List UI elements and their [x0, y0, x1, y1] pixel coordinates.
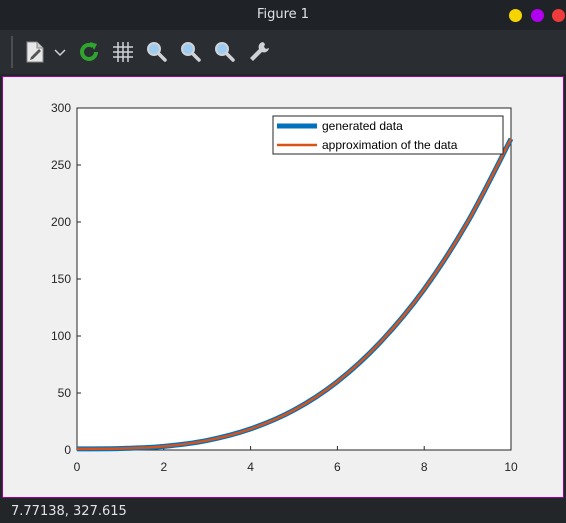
zoom-in-icon[interactable] [144, 39, 170, 65]
x-tick-label: 4 [247, 460, 254, 474]
x-tick-label: 8 [421, 460, 428, 474]
toolbar-separator [11, 36, 13, 68]
grid-icon[interactable] [110, 39, 136, 65]
window-title: Figure 1 [256, 7, 310, 22]
zoom-out-icon[interactable] [178, 39, 204, 65]
plot-area [76, 107, 512, 451]
settings-wrench-icon[interactable] [246, 39, 272, 65]
y-tick-label: 200 [51, 215, 71, 229]
close-button[interactable] [552, 9, 565, 22]
figure-canvas[interactable]: 0 2 4 6 8 10 0 50 100 150 200 250 300 generated data a… [2, 76, 564, 498]
legend-box [272, 115, 504, 155]
maximize-button[interactable] [531, 9, 544, 22]
status-bar: 7.77138, 327.615 [0, 500, 566, 523]
y-tick-label: 300 [51, 101, 71, 115]
y-tick-label: 100 [51, 329, 71, 343]
minimize-button[interactable] [509, 9, 522, 22]
x-tick-label: 6 [334, 460, 341, 474]
toolbar [0, 30, 566, 74]
y-tick-label: 0 [64, 443, 71, 457]
series-line-2 [76, 138, 513, 451]
refresh-icon[interactable] [76, 39, 102, 65]
x-tick-label: 10 [504, 460, 518, 474]
legend-label: generated data [322, 119, 403, 133]
y-tick-label: 250 [51, 158, 71, 172]
y-tick-label: 50 [58, 386, 72, 400]
zoom-reset-icon[interactable] [212, 39, 238, 65]
new-figure-icon[interactable] [22, 39, 48, 65]
dropdown-chevron-icon[interactable] [52, 39, 68, 65]
title-bar: Figure 1 [0, 0, 566, 30]
x-tick-label: 2 [160, 460, 167, 474]
x-tick-label: 0 [74, 460, 81, 474]
legend-label: approximation of the data [322, 138, 458, 152]
cursor-coordinates: 7.77138, 327.615 [11, 504, 127, 519]
y-tick-label: 150 [51, 272, 71, 286]
